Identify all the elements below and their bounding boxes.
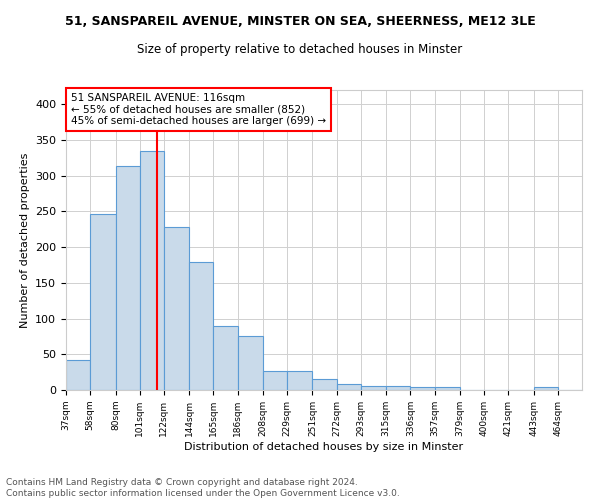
Bar: [337, 384, 361, 390]
Bar: [386, 386, 410, 390]
Text: 51 SANSPAREIL AVENUE: 116sqm
← 55% of detached houses are smaller (852)
45% of s: 51 SANSPAREIL AVENUE: 116sqm ← 55% of de…: [71, 93, 326, 126]
Bar: [434, 387, 460, 390]
Bar: [214, 326, 238, 390]
Bar: [263, 372, 287, 390]
Bar: [287, 372, 313, 390]
Bar: [164, 227, 189, 390]
Text: Contains HM Land Registry data © Crown copyright and database right 2024.
Contai: Contains HM Land Registry data © Crown c…: [6, 478, 400, 498]
Bar: [238, 336, 263, 390]
Bar: [66, 360, 90, 390]
Y-axis label: Number of detached properties: Number of detached properties: [20, 152, 29, 328]
Text: Size of property relative to detached houses in Minster: Size of property relative to detached ho…: [137, 42, 463, 56]
Bar: [189, 262, 214, 390]
Bar: [533, 387, 558, 390]
Bar: [313, 378, 337, 390]
Bar: [116, 166, 140, 390]
Bar: [361, 386, 386, 390]
X-axis label: Distribution of detached houses by size in Minster: Distribution of detached houses by size …: [184, 442, 464, 452]
Bar: [90, 214, 116, 390]
Text: 51, SANSPAREIL AVENUE, MINSTER ON SEA, SHEERNESS, ME12 3LE: 51, SANSPAREIL AVENUE, MINSTER ON SEA, S…: [65, 15, 535, 28]
Bar: [140, 150, 164, 390]
Bar: [410, 387, 434, 390]
